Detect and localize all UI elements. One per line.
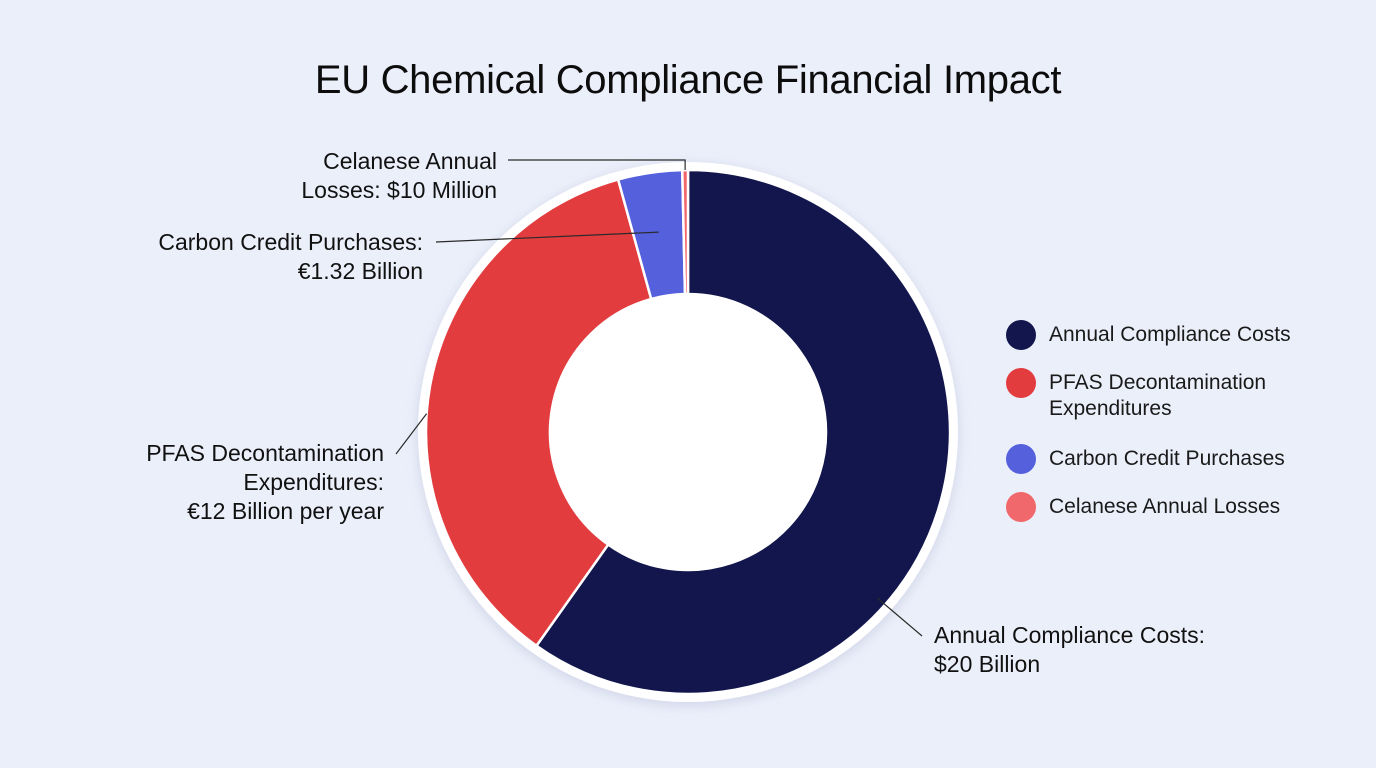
legend-swatch [1006,492,1036,522]
leader-line-carbon-credit-purchases [435,231,659,243]
legend-item-pfas-decontamination-expenditures: PFAS Decontamination Expenditures [1006,366,1299,422]
legend-item-carbon-credit-purchases: Carbon Credit Purchases [1006,442,1346,474]
callout-celanese-annual-losses: Celanese Annual Losses: $10 Million [301,147,497,205]
callout-text-line: Losses: $10 Million [301,177,497,203]
callout-text-line: Annual Compliance Costs: [934,622,1206,648]
leader-line-pfas-decontamination [395,413,428,455]
legend-swatch [1006,320,1036,350]
legend-swatch [1006,444,1036,474]
callout-text-line: PFAS Decontamination [146,440,384,466]
legend-item-celanese-annual-losses: Celanese Annual Losses [1006,490,1346,522]
callout-leader-lines [395,159,923,637]
callout-text-line: €12 Billion per year [187,498,384,524]
callout-text-line: Carbon Credit Purchases: [158,229,423,255]
callout-text-line: Celanese Annual [323,148,497,174]
legend-swatch [1006,368,1036,398]
legend-label: Carbon Credit Purchases [1049,447,1285,470]
callout-pfas-decontamination-expenditures: PFAS Decontamination Expenditures: €12 B… [146,439,384,526]
callout-carbon-credit-purchases: Carbon Credit Purchases: €1.32 Billion [158,228,423,286]
callout-text-line: Expenditures: [243,469,384,495]
legend-item-annual-compliance-costs: Annual Compliance Costs [1006,318,1346,350]
legend-label: PFAS Decontamination Expenditures [1049,371,1267,420]
callout-annual-compliance-costs: Annual Compliance Costs: $20 Billion [934,621,1205,679]
chart-title: EU Chemical Compliance Financial Impact [314,58,1062,102]
chart-legend: Annual Compliance Costs PFAS Decontamina… [1006,318,1346,522]
donut-hole [550,294,826,570]
legend-label: Celanese Annual Losses [1049,495,1281,518]
legend-label: Annual Compliance Costs [1049,323,1291,346]
callout-text-line: $20 Billion [934,651,1041,677]
leader-line-celanese-annual-losses [508,159,686,171]
callout-text-line: €1.32 Billion [297,258,423,284]
leader-line-annual-compliance-costs [877,597,923,637]
